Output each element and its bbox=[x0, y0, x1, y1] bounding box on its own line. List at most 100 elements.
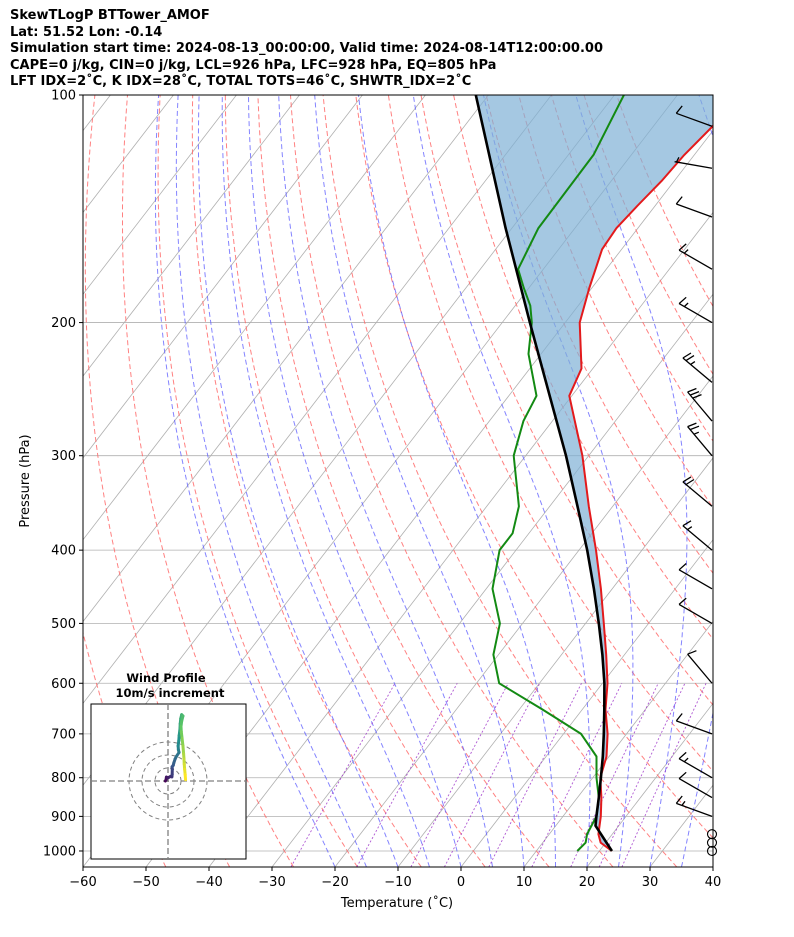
wind-barb bbox=[682, 352, 713, 383]
x-tick-label: −50 bbox=[132, 875, 159, 890]
calm-wind-marker bbox=[706, 837, 718, 848]
wind-barb bbox=[678, 597, 713, 624]
y-tick-label: 900 bbox=[51, 810, 76, 825]
mixing-ratio-line bbox=[598, 683, 686, 867]
isotherm-line bbox=[83, 95, 237, 295]
y-tick-label: 300 bbox=[51, 449, 76, 464]
wind-barb bbox=[687, 387, 713, 422]
dewpoint-profile-line bbox=[491, 95, 625, 852]
hodograph-subtitle: 10m/s increment bbox=[116, 686, 225, 700]
mixing-ratio-line bbox=[444, 683, 541, 867]
isotherm-line bbox=[397, 457, 713, 867]
x-tick-label: 30 bbox=[642, 875, 659, 890]
mixing-ratio-line bbox=[570, 683, 659, 867]
dry-adiabat-line bbox=[322, 95, 678, 867]
hodograph-title: Wind Profile bbox=[126, 671, 206, 685]
y-tick-label: 600 bbox=[51, 677, 76, 692]
x-tick-label: −60 bbox=[69, 875, 96, 890]
cape-line: CAPE=0 j/kg, CIN=0 j/kg, LCL=926 hPa, LF… bbox=[10, 57, 497, 73]
isotherm-line bbox=[649, 784, 713, 867]
x-tick-label: 20 bbox=[579, 875, 596, 890]
x-tick-label: −20 bbox=[321, 875, 348, 890]
wind-barb bbox=[678, 563, 713, 590]
y-axis-title: Pressure (hPa) bbox=[18, 434, 33, 527]
calm-wind-marker bbox=[706, 829, 718, 840]
y-tick-label: 400 bbox=[51, 544, 76, 559]
wind-barb bbox=[687, 650, 713, 684]
time-line: Simulation start time: 2024-08-13_00:00:… bbox=[10, 41, 603, 56]
wind-barb bbox=[675, 795, 713, 817]
wind-barb bbox=[675, 105, 713, 127]
moist-adiabat-line bbox=[712, 864, 713, 867]
mixing-ratio-line bbox=[410, 683, 509, 867]
wind-barb bbox=[682, 476, 713, 507]
isotherm-line bbox=[460, 539, 713, 867]
dry-adiabat-line bbox=[550, 95, 713, 442]
wind-barb bbox=[687, 422, 713, 457]
dry-adiabat-line bbox=[616, 95, 713, 308]
wind-barb bbox=[678, 296, 713, 324]
x-tick-label: 10 bbox=[516, 875, 533, 890]
dry-adiabat-line bbox=[122, 95, 294, 867]
dry-adiabat-line bbox=[355, 95, 713, 839]
profiles bbox=[474, 95, 713, 852]
wind-barb bbox=[678, 771, 713, 799]
hodograph-inset: Wind Profile 10m/s increment bbox=[90, 671, 247, 860]
isotherm-line bbox=[83, 95, 363, 459]
isotherm-line bbox=[83, 95, 426, 541]
moist-adiabat-line bbox=[314, 95, 525, 867]
title-line: SkewTLogP BTTower_AMOF bbox=[10, 8, 210, 23]
index-line: LFT IDX=2˚C, K IDX=28˚C, TOTAL TOTS=46˚C… bbox=[10, 74, 472, 89]
x-tick-label: 40 bbox=[705, 875, 722, 890]
mixing-ratio-line bbox=[290, 683, 396, 867]
dry-adiabat-line bbox=[387, 95, 713, 772]
isotherm-line bbox=[83, 95, 300, 377]
x-tick-label: 0 bbox=[457, 875, 465, 890]
dry-adiabat-line bbox=[290, 95, 614, 867]
mixing-ratio-line bbox=[531, 683, 623, 867]
y-tick-label: 200 bbox=[51, 316, 76, 331]
wind-barb bbox=[678, 243, 713, 270]
isotherm-line bbox=[586, 702, 713, 867]
moist-adiabat-line bbox=[278, 95, 493, 867]
y-tick-label: 1000 bbox=[43, 844, 76, 859]
wind-barb bbox=[678, 751, 713, 779]
y-tick-label: 800 bbox=[51, 771, 76, 786]
temperature-profile-line bbox=[568, 124, 713, 852]
mixing-ratio-line bbox=[621, 683, 707, 867]
axes: −60 −50 −40 −30 −20 −10 0 10 20 30 40 100 200 300 400 5… bbox=[43, 89, 721, 891]
moist-adiabat-line bbox=[483, 95, 634, 867]
y-tick-label: 700 bbox=[51, 727, 76, 742]
y-tick-label: 100 bbox=[51, 89, 76, 104]
parcel-profile-line bbox=[474, 95, 613, 852]
wind-barb bbox=[675, 196, 713, 218]
moist-adiabat-line bbox=[197, 95, 399, 867]
mixing-ratio-line bbox=[488, 683, 582, 867]
isotherm-line bbox=[83, 95, 489, 623]
dry-adiabat-line bbox=[257, 95, 550, 867]
moist-adiabat-line bbox=[154, 95, 336, 867]
y-tick-label: 500 bbox=[51, 617, 76, 632]
isotherm-line bbox=[271, 293, 713, 867]
reference-lines bbox=[83, 95, 794, 867]
x-tick-label: −30 bbox=[258, 875, 285, 890]
moist-adiabat-line bbox=[221, 95, 430, 867]
wind-barb bbox=[674, 157, 713, 169]
x-tick-label: −10 bbox=[384, 875, 411, 890]
isotherm-line bbox=[523, 620, 713, 867]
x-tick-label: −40 bbox=[195, 875, 222, 890]
location-line: Lat: 51.52 Lon: -0.14 bbox=[10, 24, 163, 40]
x-axis-title: Temperature (˚C) bbox=[340, 895, 453, 911]
isotherm-line bbox=[776, 95, 794, 867]
wind-barbs bbox=[674, 105, 718, 857]
moist-adiabat-line bbox=[248, 95, 462, 867]
isotherm-line bbox=[712, 866, 713, 867]
isotherm-line bbox=[83, 95, 552, 705]
wind-barb bbox=[675, 713, 713, 735]
moist-adiabat-line bbox=[412, 95, 591, 867]
isotherm-line bbox=[334, 375, 713, 867]
dry-adiabat-line bbox=[224, 95, 486, 867]
isotherm-line bbox=[208, 211, 713, 867]
wind-barb bbox=[682, 520, 713, 551]
